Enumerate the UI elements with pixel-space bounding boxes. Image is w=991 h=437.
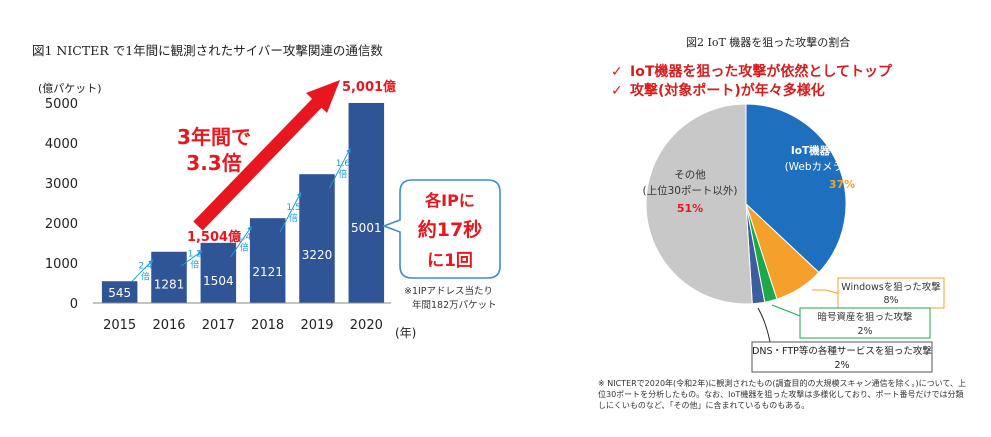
growth-arrow-head (247, 226, 252, 232)
x-tick-label: 2019 (300, 318, 333, 333)
y-axis: 0 1000 2000 3000 4000 5000 (45, 97, 78, 312)
check-item-2: 攻撃(対象ポート)が年々多様化 (630, 82, 825, 99)
check-item-1: IoT機器を狙った攻撃が依然としてトップ (630, 63, 893, 80)
crypto-label-pct: 2% (857, 326, 872, 337)
speech-bubble: 各IPに 約17秒 に1回 (381, 179, 501, 279)
growth-rate-label: 1.5 (286, 203, 300, 213)
windows-label-pct: 8% (883, 295, 898, 306)
check-mark-1: ✓ (611, 64, 623, 80)
crypto-leader (771, 304, 801, 317)
bubble-line3: に1回 (427, 251, 473, 271)
other-label-pct: 51% (677, 202, 703, 215)
growth-rate-label: 1.2 (188, 249, 202, 259)
growth-arrow-head (148, 259, 154, 265)
growth-rate-unit: 倍 (190, 258, 199, 270)
growth-arrow-head (197, 250, 203, 256)
y-tick-label: 0 (70, 297, 78, 312)
bubble-line1: 各IPに (424, 191, 475, 210)
bubble-line2: 約17秒 (418, 218, 482, 241)
big-growth-arrow (193, 80, 340, 231)
callout-2020: 5,001億 (342, 79, 396, 95)
x-tick-label: 2015 (103, 318, 136, 333)
growth-rate-label: 1.6 (336, 159, 351, 169)
windows-label-1: Windowsを狙った攻撃 (841, 281, 941, 293)
crypto-label-1: 暗号資産を狙った攻撃 (817, 311, 913, 323)
iot-label-2: (Webカメラ、ルータ等) (785, 160, 900, 173)
growth-label-line2: 3.3倍 (186, 151, 241, 175)
growth-rate-label: 2.4 (138, 261, 153, 271)
growth-rate-unit: 倍 (240, 242, 249, 254)
iot-label-1: IoT機器を狙った攻撃 (791, 144, 894, 157)
fig2-title: 図2 IoT 機器を狙った攻撃の割合 (686, 36, 851, 49)
bar-value-label: 1281 (154, 278, 185, 292)
pie-slice-crypto (745, 203, 778, 303)
bar-value-label: 5001 (351, 221, 382, 235)
dns-leader (757, 307, 771, 343)
growth-arrow-line (131, 259, 154, 282)
crypto-label-box (799, 307, 931, 339)
pie-slice-windows (745, 203, 820, 300)
bar-value-label: 545 (108, 286, 131, 300)
growth-rate-label: 1.4 (237, 233, 252, 243)
growth-rate-unit: 倍 (141, 270, 150, 282)
growth-arrow-line (328, 147, 351, 189)
windows-label-box (837, 277, 945, 309)
pie-slice-iot (745, 103, 847, 274)
bar-value-label: 1504 (203, 274, 234, 288)
growth-arrow-head (296, 192, 302, 198)
x-tick-label: 2016 (152, 318, 185, 333)
x-tick-label: 2018 (251, 318, 284, 333)
bar-2016 (151, 251, 187, 303)
other-label-1: その他 (674, 168, 706, 181)
growth-arrow-line (279, 191, 302, 233)
iot-label-pct: 37% (829, 178, 855, 191)
growth-rate-unit: 倍 (289, 212, 298, 224)
y-tick-label: 1000 (45, 257, 78, 272)
bar-2020 (348, 102, 385, 304)
growth-rate-unit: 倍 (338, 168, 347, 180)
dns-label-pct: 2% (834, 360, 849, 371)
fig1-title: 図1 NICTER で1年間に観測されたサイバー攻撃関連の通信数 (32, 43, 383, 58)
callout-2017: 1,504億 (187, 229, 241, 245)
bar-value-label: 3220 (302, 248, 333, 262)
growth-arrows: 2.4倍1.2倍1.4倍1.5倍1.6倍 (131, 147, 351, 282)
bar-2018 (249, 218, 286, 303)
x-axis: 2015 2016 2017 2018 2019 2020 (年) (93, 302, 416, 340)
pie-slices (645, 103, 847, 305)
footnote: ※ NICTERで2020年(令和2年)に観測されたもの(調査目的の大規模スキャ… (598, 379, 966, 410)
pie-slice-dns (745, 203, 766, 305)
pie-slice-other (645, 103, 753, 305)
bar-2017 (200, 242, 237, 303)
dns-label-box (751, 341, 933, 373)
note-line2: 年間182万パケット (412, 299, 497, 311)
note-line1: ※1IPアドレス当たり (404, 285, 493, 297)
growth-arrow-line (230, 225, 253, 258)
x-axis-unit: (年) (395, 326, 416, 340)
y-tick-label: 4000 (45, 137, 78, 152)
other-label-2: (上位30ポート以外) (642, 184, 737, 197)
big-arrow-head (306, 80, 340, 113)
x-tick-label: 2017 (202, 318, 235, 333)
y-tick-label: 2000 (45, 217, 78, 232)
growth-label-line1: 3年間で (177, 125, 251, 149)
y-tick-label: 5000 (45, 97, 78, 112)
check-mark-2: ✓ (611, 83, 623, 99)
bar-2019 (299, 174, 335, 303)
bar-2015 (101, 281, 138, 303)
bar-value-label: 2121 (252, 265, 283, 279)
big-arrow-shaft (193, 97, 323, 231)
x-tick-label: 2020 (350, 318, 383, 333)
bars: 545 1281 1504 2121 3220 5001 (101, 102, 385, 304)
bar-chart: (億パケット) 0 1000 2000 3000 4000 5000 545 1281 150… (38, 79, 501, 340)
growth-arrow-head (346, 148, 351, 154)
y-tick-label: 3000 (45, 177, 78, 192)
dns-label-1: DNS・FTP等の各種サービスを狙った攻撃 (752, 345, 932, 357)
y-axis-unit: (億パケット) (38, 82, 102, 95)
bubble-shape (381, 179, 501, 279)
windows-leader (812, 289, 841, 295)
